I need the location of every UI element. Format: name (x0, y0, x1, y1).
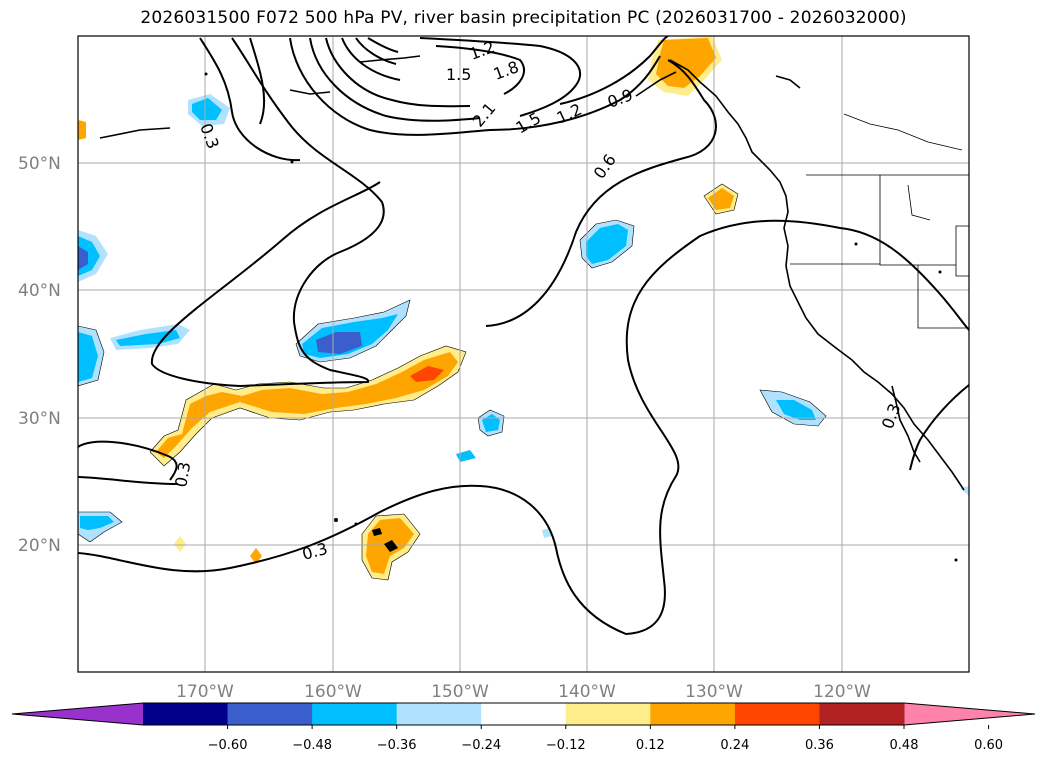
precip-blob (250, 548, 262, 564)
page-title: 2026031500 F072 500 hPa PV, river basin … (140, 8, 907, 28)
contour-label: 0.9 (605, 85, 635, 112)
contour-label: 0.3 (196, 121, 223, 151)
colorbar-tick-label: −0.12 (546, 738, 586, 753)
colorbar-tick-label: 0.12 (636, 738, 665, 753)
colorbar-swatch (650, 703, 736, 725)
colorbar-tick-label: −0.36 (377, 738, 417, 753)
precip-blob (78, 120, 86, 140)
contour-label: 1.5 (446, 65, 471, 84)
contour-label: 0.6 (590, 151, 620, 183)
lat-label: 20°N (18, 536, 61, 556)
precip-blob (656, 38, 716, 88)
precip-blob (80, 516, 114, 530)
colorbar-extend-high (904, 703, 1035, 725)
precip-blob (192, 98, 222, 120)
latitude-labels: 50°N 40°N 30°N 20°N (18, 154, 61, 556)
precip-blob (116, 330, 180, 346)
colorbar-swatch (819, 703, 905, 725)
contour-label: 0.3 (300, 539, 330, 564)
precip-blob (586, 224, 628, 264)
longitude-labels: 170°W 160°W 150°W 140°W 130°W 120°W (176, 682, 871, 702)
colorbar-tick-label: 0.60 (974, 738, 1003, 753)
lat-label: 30°N (18, 409, 61, 429)
contour-label: 1.2 (554, 100, 585, 128)
lon-label: 150°W (431, 682, 489, 702)
colorbar-extend-low (12, 703, 143, 725)
lat-label: 50°N (18, 154, 61, 174)
colorbar-tick-label: −0.60 (208, 738, 248, 753)
colorbar-swatch (143, 703, 229, 725)
lon-label: 160°W (304, 682, 362, 702)
lat-label: 40°N (18, 281, 61, 301)
colorbar-swatch (734, 703, 820, 725)
colorbar-swatch (312, 703, 398, 725)
precip-blob (316, 332, 362, 354)
map-area: 1.2 1.5 1.8 2.1 1.5 1.2 0.9 0.6 0.3 0.3 … (78, 36, 969, 672)
colorbar-swatch (481, 703, 567, 725)
precip-blob (156, 352, 458, 458)
colorbar-swatch (227, 703, 313, 725)
coastline (99, 55, 965, 491)
precip-blob (174, 536, 186, 552)
contour-label: 1.5 (513, 108, 545, 137)
contour-label: 1.8 (491, 57, 521, 84)
lon-label: 170°W (176, 682, 234, 702)
islands (204, 72, 958, 562)
colorbar-swatch (565, 703, 651, 725)
contour-label: 0.3 (171, 460, 194, 488)
lon-label: 130°W (685, 682, 743, 702)
pv-contours (78, 36, 969, 636)
contour-label: 2.1 (469, 99, 500, 131)
lon-label: 140°W (558, 682, 616, 702)
colorbar-tick-label: 0.24 (720, 738, 749, 753)
colorbar: −0.60 −0.48 −0.36 −0.24 −0.12 0.12 0.24 0.36 0.4… (11, 702, 1036, 753)
colorbar-tick-label: 0.36 (805, 738, 834, 753)
precip-blob (960, 486, 969, 496)
graticule (78, 36, 969, 672)
precip-blob (776, 400, 816, 420)
precip-blob (78, 246, 88, 270)
political-borders (790, 113, 969, 329)
map-frame (77, 35, 970, 673)
colorbar-swatch (396, 703, 482, 725)
colorbar-tick-label: −0.48 (292, 738, 332, 753)
lon-label: 120°W (813, 682, 871, 702)
colorbar-tick-label: 0.48 (890, 738, 919, 753)
precip-blob (456, 450, 476, 462)
precip-blob (78, 332, 98, 382)
contour-label: 0.3 (878, 401, 905, 431)
precip-blob (410, 366, 444, 382)
colorbar-tick-label: −0.24 (461, 738, 501, 753)
